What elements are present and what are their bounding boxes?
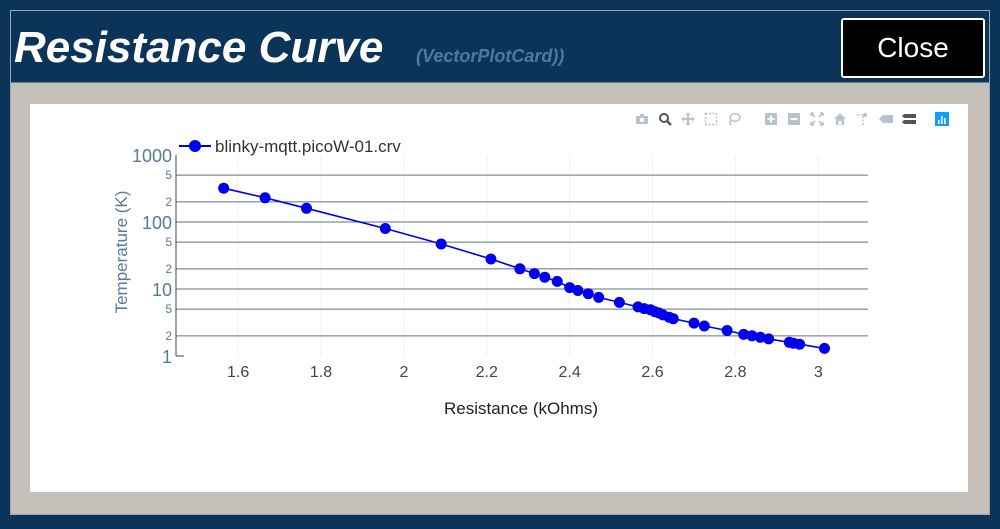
data-point[interactable] bbox=[763, 333, 775, 345]
plotly-logo-icon[interactable] bbox=[934, 111, 950, 127]
data-point[interactable] bbox=[721, 325, 733, 336]
data-point[interactable] bbox=[794, 338, 806, 350]
spike-lines-icon[interactable] bbox=[855, 111, 871, 127]
hover-compare-icon[interactable] bbox=[901, 111, 917, 127]
data-point[interactable] bbox=[698, 320, 710, 332]
x-tick-label: 3 bbox=[814, 364, 823, 381]
modebar bbox=[634, 110, 957, 128]
data-point[interactable] bbox=[572, 285, 584, 296]
data-point[interactable] bbox=[754, 331, 766, 343]
data-point[interactable] bbox=[514, 263, 526, 275]
data-point[interactable] bbox=[259, 192, 271, 204]
data-point[interactable] bbox=[485, 253, 497, 265]
y-minor-tick-label: 5 bbox=[165, 235, 172, 249]
x-tick-label: 2.4 bbox=[559, 364, 581, 381]
x-tick-label: 2.8 bbox=[724, 364, 746, 381]
resistance-chart: 1.6 1.8 2 2.2 2.4 2.6 2.8 3 1 10 100 1000 2 5 2 5 2 5 Re… bbox=[112, 137, 868, 418]
data-point[interactable] bbox=[528, 268, 540, 280]
x-tick-labels: 1.6 1.8 2 2.2 2.4 2.6 2.8 3 bbox=[227, 364, 823, 381]
x-tick-label: 2.6 bbox=[641, 364, 663, 381]
series-points bbox=[218, 182, 830, 354]
data-point[interactable] bbox=[667, 313, 679, 325]
pan-icon[interactable] bbox=[680, 111, 696, 127]
y-minor-tick-label: 2 bbox=[165, 329, 172, 343]
data-point[interactable] bbox=[218, 182, 230, 194]
lasso-select-icon[interactable] bbox=[726, 111, 742, 127]
plot-area[interactable]: 1.6 1.8 2 2.2 2.4 2.6 2.8 3 1 10 100 1000 2 5 2 5 2 5 Re… bbox=[30, 104, 968, 492]
data-point[interactable] bbox=[582, 288, 594, 300]
y-tick-labels: 1 10 100 1000 2 5 2 5 2 5 bbox=[132, 146, 172, 367]
box-select-icon[interactable] bbox=[703, 111, 719, 127]
legend-marker-swatch bbox=[189, 140, 201, 152]
hover-closest-icon[interactable] bbox=[878, 111, 894, 127]
data-point[interactable] bbox=[593, 291, 605, 303]
x-axis-label: Resistance (kOhms) bbox=[444, 399, 598, 418]
camera-icon[interactable] bbox=[634, 111, 650, 127]
x-tick-label: 1.8 bbox=[310, 364, 332, 381]
y-major-tick-label: 1000 bbox=[132, 146, 172, 166]
data-point[interactable] bbox=[613, 296, 625, 308]
data-point[interactable] bbox=[539, 271, 551, 283]
card-title: Resistance Curve bbox=[14, 23, 384, 72]
zoom-out-icon[interactable] bbox=[786, 111, 802, 127]
legend-entry: blinky-mqtt.picoW-01.crv bbox=[215, 137, 401, 156]
vector-plot-card: Resistance Curve (VectorPlotCard)) Close bbox=[10, 10, 990, 515]
data-point[interactable] bbox=[738, 328, 750, 340]
zoom-in-icon[interactable] bbox=[763, 111, 779, 127]
grid bbox=[176, 155, 868, 356]
y-minor-tick-label: 5 bbox=[165, 168, 172, 182]
y-minor-tick-label: 2 bbox=[165, 262, 172, 276]
series bbox=[218, 182, 830, 354]
y-major-tick-label: 1 bbox=[162, 347, 172, 367]
data-point[interactable] bbox=[301, 202, 312, 214]
axes bbox=[175, 155, 184, 357]
x-tick-label: 2 bbox=[399, 364, 408, 381]
data-point[interactable] bbox=[379, 223, 391, 234]
y-minor-tick-label: 5 bbox=[165, 302, 172, 316]
y-major-tick-label: 10 bbox=[152, 280, 172, 300]
x-tick-label: 1.6 bbox=[227, 364, 249, 381]
autoscale-icon[interactable] bbox=[809, 111, 825, 127]
data-point[interactable] bbox=[688, 317, 700, 329]
y-minor-tick-label: 2 bbox=[165, 195, 172, 209]
data-point[interactable] bbox=[746, 330, 758, 342]
card-header: Resistance Curve (VectorPlotCard)) Close bbox=[11, 11, 989, 83]
data-point[interactable] bbox=[819, 342, 830, 354]
data-point[interactable] bbox=[551, 275, 563, 287]
zoom-icon[interactable] bbox=[657, 111, 673, 127]
y-axis-label: Temperature (K) bbox=[112, 191, 131, 314]
card-subtitle: (VectorPlotCard)) bbox=[416, 46, 565, 66]
legend[interactable]: blinky-mqtt.picoW-01.crv bbox=[179, 137, 401, 156]
close-button[interactable]: Close bbox=[841, 18, 985, 78]
data-point[interactable] bbox=[435, 238, 447, 250]
x-tick-label: 2.2 bbox=[476, 364, 498, 381]
y-major-tick-label: 100 bbox=[142, 213, 172, 233]
reset-axes-icon[interactable] bbox=[832, 111, 848, 127]
